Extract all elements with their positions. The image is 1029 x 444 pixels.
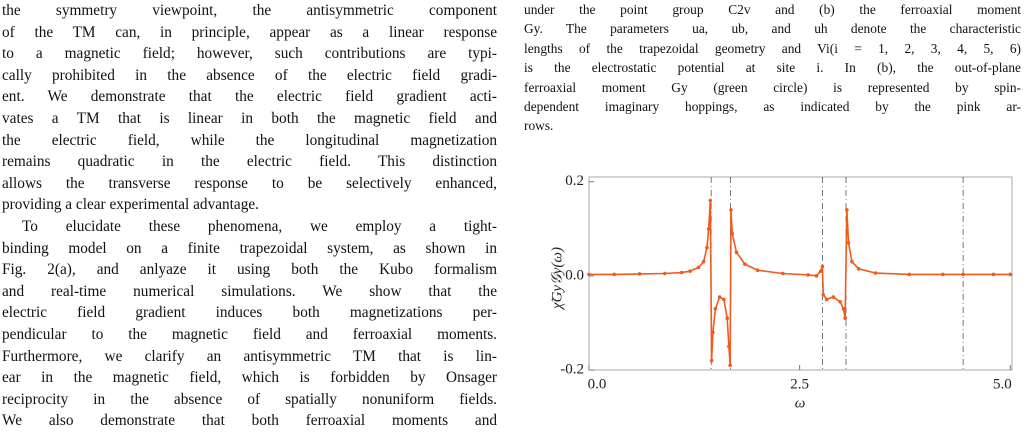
text-line: of the TM can, in principle, appear as a…	[2, 23, 497, 41]
y-tick-label: -0.2	[560, 361, 584, 377]
data-line	[589, 200, 1011, 366]
left-column: the symmetry viewpoint, the antisymmetri…	[2, 0, 497, 432]
text-line: lengths of the trapezoidal geometry and …	[524, 40, 1021, 56]
data-point	[679, 270, 684, 275]
text-line: the symmetry viewpoint, the antisymmetri…	[2, 2, 497, 19]
text-line: to a magnetic field; however, such contr…	[2, 45, 497, 63]
text-line: allows the transverse response to be sel…	[2, 174, 497, 192]
text-line: ferroaxial moment Gy (green circle) is r…	[524, 79, 1021, 95]
data-point	[663, 271, 667, 276]
text-line: We also demonstrate that both ferroaxial…	[2, 412, 497, 430]
y-axis-label: χ̃Gy𝒢y(ω)	[549, 247, 565, 311]
data-point	[961, 272, 965, 277]
data-point	[730, 231, 735, 236]
text-line: pendicular to the magnetic field and fer…	[2, 325, 497, 343]
text-line: Fig. 2(a), and anlyaze it using both the…	[2, 261, 497, 279]
chart: ω χ̃Gy𝒢y(ω) 0.20.0-0.20.0 2.5 5.0	[549, 173, 1013, 411]
data-point	[781, 271, 785, 276]
data-point	[708, 198, 713, 203]
data-point	[706, 226, 711, 231]
data-point	[1008, 272, 1013, 277]
text-line: cally prohibited in the absence of the e…	[2, 66, 497, 84]
text-line: Furthermore, we clarify an antisymmetric…	[2, 347, 497, 365]
text-line: rows.	[524, 118, 554, 134]
data-point	[873, 271, 878, 275]
data-point	[696, 265, 701, 270]
data-point	[705, 245, 709, 250]
text-line: reciprocity in the absence of spatially …	[2, 390, 497, 408]
data-point	[850, 259, 854, 264]
data-point	[711, 330, 715, 335]
data-point	[856, 266, 861, 271]
text-line: and real-time numerical simulations. We …	[2, 282, 497, 300]
text-line: the electric field, while the longitudin…	[2, 131, 497, 149]
data-point	[806, 273, 810, 277]
x-axis-label: ω	[795, 395, 806, 411]
data-point	[725, 316, 729, 321]
y-tick-label: 0.2	[565, 173, 584, 189]
data-point	[727, 344, 731, 349]
x-tick-label: 2.5	[790, 376, 809, 392]
text-line: providing a clear experimental advantage…	[2, 196, 259, 214]
data-point	[821, 292, 826, 297]
text-line: binding model on a finite trapezoidal sy…	[2, 239, 497, 257]
text-line: dependent imaginary hoppings, as indicat…	[524, 99, 1021, 115]
data-point	[734, 250, 739, 255]
text-line: ent. We demonstrate that the electric fi…	[2, 88, 497, 106]
text-line: electric field gradient induces both mag…	[2, 304, 497, 322]
data-point	[743, 262, 747, 266]
data-point	[701, 259, 706, 264]
x-tick-label: 0.0	[588, 376, 607, 392]
data-point	[814, 274, 819, 278]
data-point	[728, 363, 732, 368]
data-point	[722, 297, 726, 302]
text-line: remains quadratic in the electric field.…	[2, 153, 497, 171]
data-point	[713, 307, 718, 311]
data-point	[907, 272, 911, 277]
data-point	[709, 358, 714, 363]
text-line: ear in the magnetic field, which is forb…	[2, 369, 497, 387]
data-point	[755, 268, 760, 273]
figure-caption: under the point group C2v and (b) the fe…	[524, 0, 1021, 136]
y-tick-label: 0.0	[565, 267, 584, 283]
data-point	[845, 208, 849, 212]
text-line: To elucidate these phenomena, we employ …	[22, 217, 497, 235]
text-line: vates a TM that is linear in both the ma…	[2, 109, 497, 127]
data-point	[841, 307, 846, 311]
data-point	[587, 272, 591, 277]
data-point	[820, 264, 825, 269]
x-tick-label: 5.0	[993, 376, 1012, 392]
data-point	[717, 295, 722, 299]
data-point	[818, 269, 823, 273]
data-point	[846, 241, 851, 245]
data-point	[838, 299, 842, 304]
data-point	[824, 297, 829, 302]
data-point	[941, 272, 945, 277]
data-point	[612, 272, 617, 277]
text-line: Gy. The parameters ua, ub, and uh denote…	[524, 21, 1021, 37]
data-point	[991, 272, 996, 277]
data-point	[831, 295, 836, 299]
text-line: under the point group C2v and (b) the fe…	[524, 2, 1021, 17]
data-point	[843, 316, 847, 321]
data-point	[729, 208, 733, 212]
data-point	[688, 269, 692, 273]
data-point	[637, 272, 642, 276]
text-line: is the electrostatic potential at site i…	[524, 60, 1021, 76]
